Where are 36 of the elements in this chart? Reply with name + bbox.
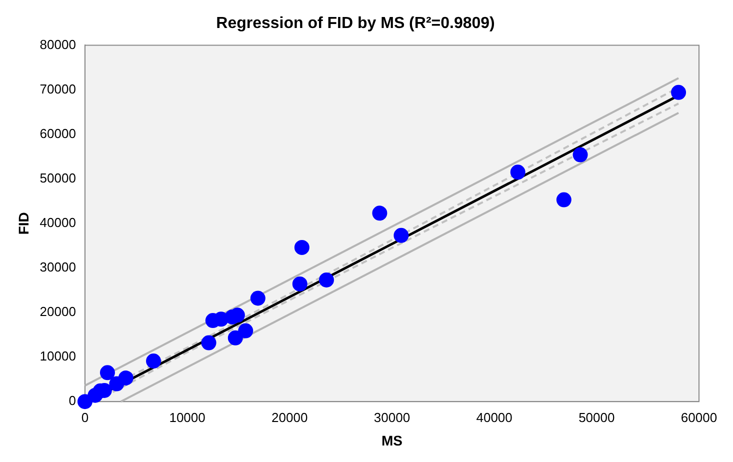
point (572, 147, 588, 162)
x-tick-label: 50000 (578, 410, 615, 425)
x-tick-label: 10000 (169, 410, 206, 425)
y-tick-label: 50000 (40, 170, 76, 186)
y-axis-title: FID (15, 212, 32, 235)
y-tick-label: 0 (68, 393, 76, 408)
x-tick-label: 60000 (680, 410, 718, 425)
point (77, 394, 92, 410)
point (238, 323, 254, 338)
y-tick-label: 70000 (40, 81, 76, 96)
point (100, 365, 115, 380)
point (318, 272, 334, 288)
point (228, 330, 243, 346)
y-tick-label: 60000 (40, 126, 76, 141)
point (372, 206, 388, 221)
point (394, 228, 409, 243)
x-tick-label: 30000 (374, 410, 410, 425)
point (556, 192, 572, 208)
y-tick-label: 20000 (40, 304, 76, 320)
point (250, 290, 266, 306)
chart-title: Regression of FID by MS (R²=0.9809) (216, 15, 495, 32)
y-tick-label: 40000 (40, 214, 76, 230)
x-tick-label: 40000 (476, 410, 512, 425)
point (294, 240, 310, 255)
x-tick-label: 0 (81, 410, 89, 425)
point (292, 276, 308, 292)
y-tick-label: 10000 (40, 348, 76, 364)
x-tick-label: 20000 (272, 410, 308, 425)
point (510, 164, 526, 180)
y-tick-label: 30000 (40, 260, 76, 275)
point (118, 370, 134, 386)
x-axis-title: MS (381, 432, 402, 448)
y-tick-label: 80000 (40, 36, 76, 52)
point (671, 84, 686, 100)
point (201, 335, 216, 350)
point (146, 354, 162, 369)
